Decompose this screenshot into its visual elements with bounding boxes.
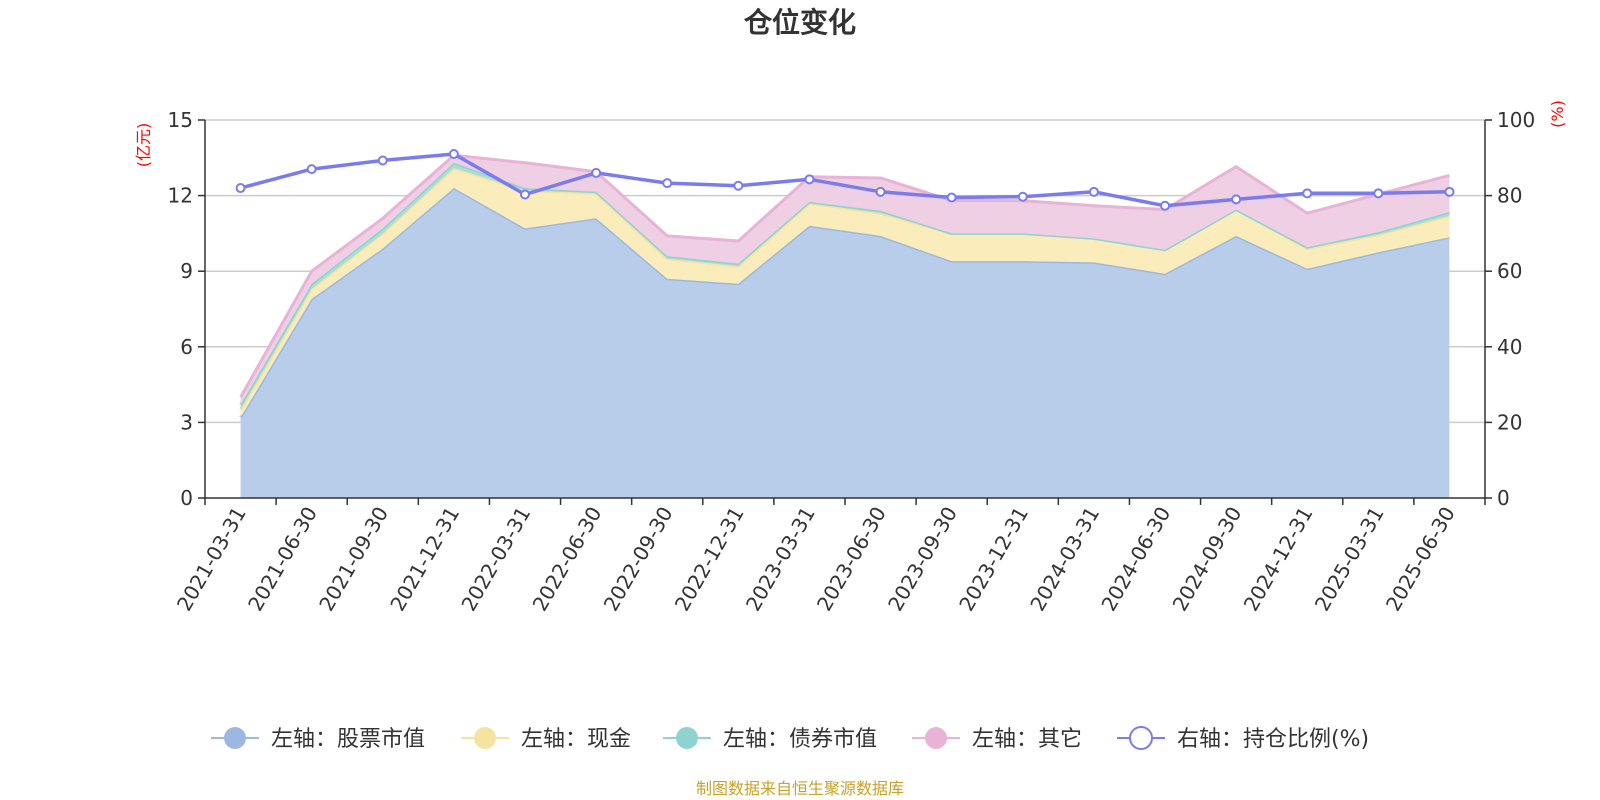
x-tick-label: 2022-09-30: [599, 503, 678, 616]
right-tick-label: 80: [1497, 184, 1522, 208]
ratio-point: [1160, 200, 1170, 211]
x-tick-label: 2025-06-30: [1381, 503, 1460, 616]
x-tick-label: 2024-03-31: [1025, 503, 1104, 616]
ratio-point: [662, 178, 673, 189]
x-tick-label: 2021-03-31: [172, 503, 251, 616]
legend-label: 左轴：现金: [521, 727, 631, 752]
ratio-point: [1373, 188, 1384, 199]
ratio-line-series: [235, 149, 1455, 211]
ratio-point: [1444, 186, 1455, 197]
x-tick-label: 2021-09-30: [314, 503, 393, 616]
legend-label: 左轴：股票市值: [271, 727, 425, 752]
ratio-point: [733, 180, 744, 191]
x-tick-label: 2024-09-30: [1168, 503, 1247, 616]
ratio-point: [377, 155, 388, 166]
left-tick-label: 12: [168, 184, 193, 208]
left-tick-label: 9: [180, 259, 193, 283]
x-tick-label: 2022-06-30: [528, 503, 607, 616]
area-fill-1: [240, 188, 1450, 498]
right-tick-label: 100: [1497, 108, 1535, 132]
left-tick-label: 0: [180, 486, 193, 510]
right-tick-label: 0: [1497, 486, 1510, 510]
legend-marker: [925, 727, 947, 749]
legend-marker: [676, 727, 698, 749]
right-tick-label: 40: [1497, 335, 1522, 359]
x-tick-label: 2022-12-31: [670, 503, 749, 616]
chart-title: 仓位变化: [744, 6, 856, 39]
legend-marker: [1129, 726, 1153, 750]
area-fill-4: [240, 155, 1450, 405]
ratio-point: [1302, 188, 1313, 199]
ratio-point: [520, 189, 530, 200]
source-note: 制图数据来自恒生聚源数据库: [696, 779, 904, 798]
legend: 左轴：股票市值 左轴：现金 左轴：债券市值 左轴：其它 右轴：持仓比例(%): [211, 726, 1369, 752]
ratio-point: [946, 192, 957, 203]
legend-marker: [474, 727, 496, 749]
area-fill-2: [240, 167, 1450, 418]
ratio-point: [306, 164, 317, 175]
left-tick-label: 15: [168, 108, 193, 132]
legend-label: 左轴：其它: [972, 727, 1082, 752]
ratio-point: [875, 186, 886, 197]
x-tick-label: 2024-06-30: [1096, 503, 1175, 616]
left-tick-label: 6: [180, 335, 193, 359]
ratio-point: [804, 174, 815, 185]
legend-label: 左轴：债券市值: [723, 727, 877, 752]
right-tick-label: 20: [1497, 410, 1522, 434]
ratio-point: [235, 183, 246, 194]
x-tick-label: 2023-12-31: [954, 503, 1033, 616]
ratio-point: [1231, 194, 1242, 205]
x-tick-label: 2021-06-30: [243, 503, 322, 616]
x-tick-label: 2025-03-31: [1310, 503, 1389, 616]
x-tick-label: 2022-03-31: [456, 503, 535, 616]
ratio-point: [1088, 186, 1099, 197]
left-axis-unit: (亿元): [134, 123, 153, 168]
area-edge-4: [239, 153, 1450, 398]
legend-marker: [224, 727, 246, 749]
x-tick-label: 2024-12-31: [1239, 503, 1318, 616]
x-tick-label: 2023-03-31: [741, 503, 820, 616]
x-tick-label: 2023-06-30: [812, 503, 891, 616]
ratio-point: [1017, 191, 1028, 202]
stacked-area-series: [239, 153, 1450, 498]
ratio-point: [448, 149, 459, 160]
ratio-line: [240, 152, 1450, 208]
right-axis-unit: (%): [1548, 100, 1567, 128]
x-tick-label: 2021-12-31: [385, 503, 464, 616]
right-tick-label: 60: [1497, 259, 1522, 283]
x-tick-label: 2023-09-30: [883, 503, 962, 616]
ratio-point: [591, 167, 602, 178]
legend-label: 右轴：持仓比例(%): [1177, 727, 1369, 752]
left-tick-label: 3: [180, 410, 193, 434]
